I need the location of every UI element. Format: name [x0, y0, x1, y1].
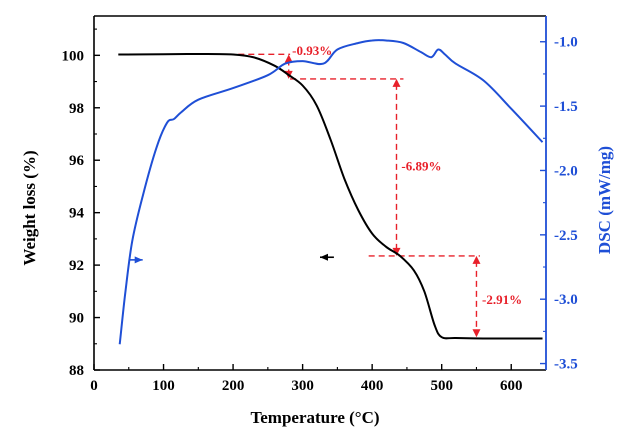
y-tick-label-right: -2.5 — [554, 228, 578, 244]
y-tick-label-right: -3.0 — [554, 292, 578, 308]
axis-labels-layer: Temperature (°C) Weight loss (%) DSC (mW… — [20, 146, 614, 427]
x-tick-label: 500 — [430, 378, 453, 394]
y-tick-label-left: 88 — [69, 363, 84, 379]
annotation-label: -2.91% — [482, 292, 522, 307]
annotation-label: -0.93% — [292, 43, 332, 58]
arrow-right-icon — [134, 256, 143, 264]
y-tick-label-left: 90 — [69, 311, 84, 327]
y-tick-label-left: 96 — [69, 153, 85, 169]
x-tick-label: 0 — [90, 378, 98, 394]
x-tick-label: 600 — [500, 378, 523, 394]
y-tick-label-left: 94 — [69, 206, 85, 222]
annotation-text-layer: -0.93% -6.89% -2.91% — [292, 43, 522, 307]
dsc-series-line — [118, 39, 544, 345]
arrow-left-icon — [320, 253, 328, 261]
x-tick-label: 400 — [361, 378, 384, 394]
x-tick-label: 200 — [222, 378, 245, 394]
arrow-head-up-icon — [284, 54, 293, 63]
x-tick-label: 300 — [291, 378, 314, 394]
y-tick-label-left: 92 — [69, 258, 84, 274]
y-tick-label-right: -1.0 — [554, 35, 578, 51]
x-tick-label: 100 — [152, 378, 175, 394]
annotation-label: -6.89% — [401, 158, 441, 173]
arrow-head-up-icon — [392, 78, 401, 87]
y-tick-label-right: -3.5 — [554, 357, 578, 373]
arrow-head-down-icon — [472, 329, 481, 338]
annotation-lines-layer — [198, 53, 481, 338]
y-axis-label-right: DSC (mW/mg) — [595, 146, 614, 254]
ticks-layer: 0 100 200 300 400 500 600 88 90 92 94 96 98 100 -1.0 -1… — [62, 28, 578, 394]
arrow-head-up-icon — [472, 255, 481, 264]
weight-loss-series-line — [118, 53, 543, 340]
y-axis-label-left: Weight loss (%) — [20, 150, 39, 265]
series-layer — [118, 39, 544, 345]
x-axis-label: Temperature (°C) — [250, 408, 379, 427]
arrow-head-down-icon — [392, 247, 401, 256]
y-tick-label-right: -2.0 — [554, 163, 578, 179]
y-tick-label-left: 100 — [62, 48, 85, 64]
y-tick-label-right: -1.5 — [554, 99, 578, 115]
plot-frame-layer — [93, 15, 547, 371]
y-tick-label-left: 98 — [69, 101, 84, 117]
